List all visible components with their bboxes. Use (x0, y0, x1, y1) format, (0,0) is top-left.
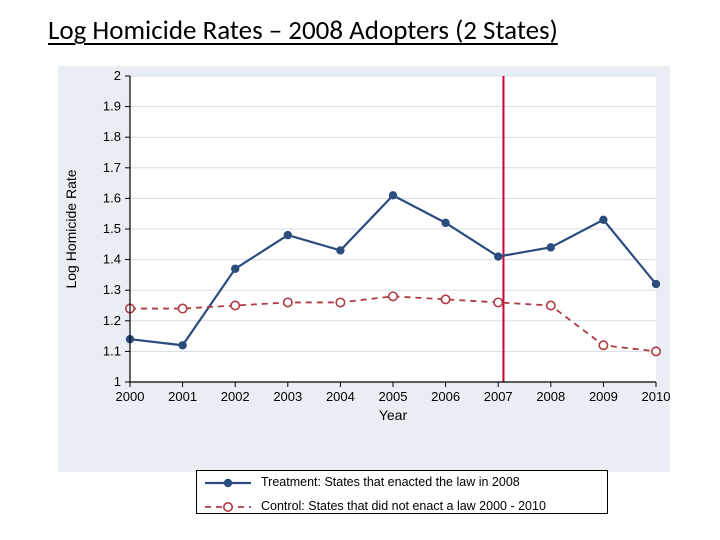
svg-text:1.8: 1.8 (103, 129, 121, 144)
svg-text:Year: Year (379, 407, 408, 423)
svg-text:2002: 2002 (221, 389, 250, 404)
svg-text:1.4: 1.4 (103, 252, 121, 267)
legend-swatch-control (205, 500, 251, 514)
line-chart: 2000 2001 2002 2003 2004 2005 2006 2007 2008 2009… (58, 66, 670, 446)
svg-text:2006: 2006 (431, 389, 460, 404)
svg-text:2000: 2000 (116, 389, 145, 404)
svg-text:1: 1 (114, 374, 121, 389)
svg-text:Log Homicide Rate: Log Homicide Rate (63, 169, 79, 288)
svg-text:1.6: 1.6 (103, 190, 121, 205)
svg-text:2007: 2007 (484, 389, 513, 404)
svg-text:2003: 2003 (273, 389, 302, 404)
svg-text:1.3: 1.3 (103, 282, 121, 297)
chart-legend: Treatment: States that enacted the law i… (196, 470, 608, 514)
svg-text:2010: 2010 (642, 389, 670, 404)
svg-text:1.1: 1.1 (103, 343, 121, 358)
legend-label-control: Control: States that did not enact a law… (261, 500, 546, 514)
svg-text:2005: 2005 (379, 389, 408, 404)
svg-text:2009: 2009 (589, 389, 618, 404)
legend-row-treatment: Treatment: States that enacted the law i… (197, 471, 607, 495)
svg-text:2001: 2001 (168, 389, 197, 404)
svg-text:1.7: 1.7 (103, 160, 121, 175)
slide-title: Log Homicide Rates – 2008 Adopters (2 St… (48, 14, 700, 47)
svg-text:2008: 2008 (536, 389, 565, 404)
svg-text:1.9: 1.9 (103, 99, 121, 114)
legend-swatch-treatment (205, 476, 251, 490)
chart-container: 2000 2001 2002 2003 2004 2005 2006 2007 2008 2009… (58, 66, 670, 472)
legend-label-treatment: Treatment: States that enacted the law i… (261, 476, 520, 490)
slide: Log Homicide Rates – 2008 Adopters (2 St… (0, 0, 720, 540)
svg-text:1.5: 1.5 (103, 221, 121, 236)
svg-text:2004: 2004 (326, 389, 355, 404)
svg-text:1.2: 1.2 (103, 313, 121, 328)
svg-text:2: 2 (114, 68, 121, 83)
legend-row-control: Control: States that did not enact a law… (197, 495, 607, 519)
